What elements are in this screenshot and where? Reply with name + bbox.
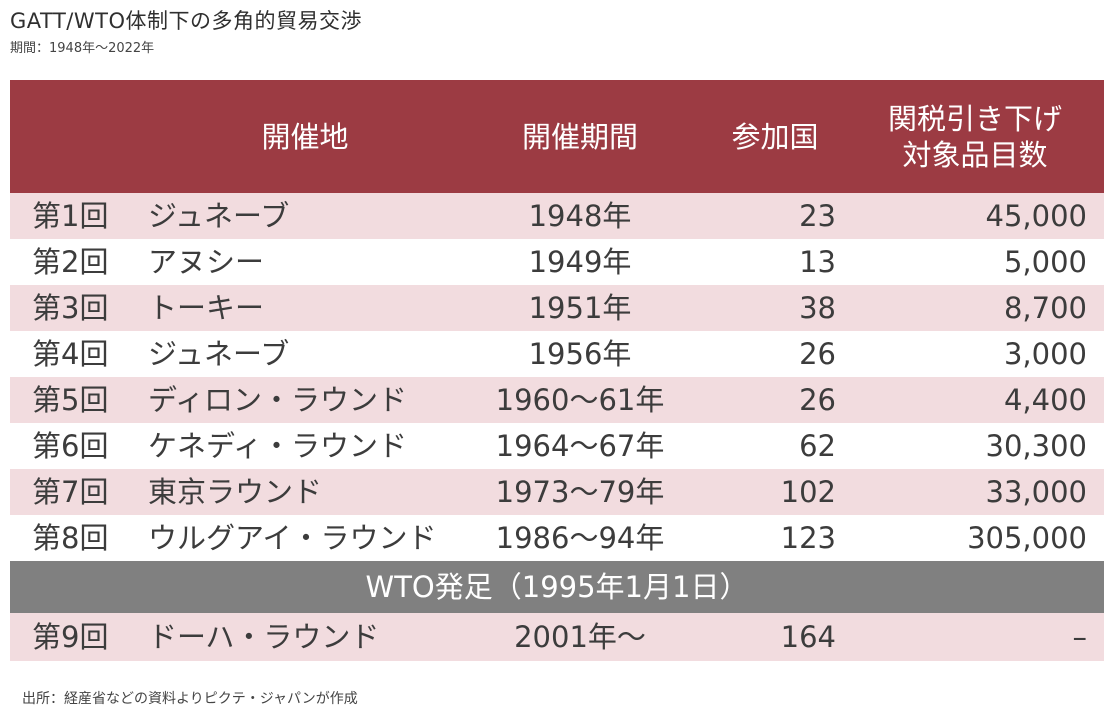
- venue-cell: ケネディ・ラウンド: [148, 429, 407, 463]
- venue-cell: ドーハ・ラウンド: [148, 620, 380, 654]
- table-row: 第1回 ジュネーブ 1948年 23 45,000: [10, 193, 1104, 239]
- table-row: 第4回 ジュネーブ 1956年 26 3,000: [10, 331, 1104, 377]
- round-cell: 第7回: [32, 475, 109, 509]
- period-cell: 1951年: [528, 291, 632, 325]
- wto-rows: 第9回 ドーハ・ラウンド 2001年〜 164 –: [10, 613, 1104, 661]
- header-countries: 参加国: [731, 119, 819, 154]
- chart-title: GATT/WTO体制下の多角的貿易交渉: [10, 9, 362, 33]
- round-cell: 第2回: [32, 245, 109, 279]
- countries-cell: 164: [780, 620, 836, 654]
- round-cell: 第8回: [32, 521, 109, 555]
- items-cell: 4,400: [1003, 383, 1087, 417]
- items-cell: –: [1072, 620, 1088, 654]
- round-cell: 第4回: [32, 337, 109, 371]
- table-row: 第9回 ドーハ・ラウンド 2001年〜 164 –: [10, 613, 1104, 661]
- venue-cell: ウルグアイ・ラウンド: [148, 521, 437, 555]
- table-row: 第5回 ディロン・ラウンド 1960〜61年 26 4,400: [10, 377, 1104, 423]
- gatt-rows: 第1回 ジュネーブ 1948年 23 45,000 第2回 アヌシー 1949年 13 5,000…: [10, 193, 1104, 561]
- table-row: 第6回 ケネディ・ラウンド 1964〜67年 62 30,300: [10, 423, 1104, 469]
- header-items: 関税引き下げ 対象品目数: [855, 80, 1095, 193]
- items-cell: 30,300: [985, 429, 1087, 463]
- items-cell: 305,000: [967, 521, 1087, 555]
- header-items-line1: 関税引き下げ: [887, 101, 1062, 136]
- venue-cell: トーキー: [148, 291, 265, 325]
- round-cell: 第9回: [32, 620, 109, 654]
- table-header: 開催地 開催期間 参加国 関税引き下げ 対象品目数: [10, 80, 1104, 193]
- period-cell: 1986〜94年: [495, 521, 665, 555]
- countries-cell: 123: [780, 521, 836, 555]
- items-cell: 8,700: [1003, 291, 1087, 325]
- round-cell: 第5回: [32, 383, 109, 417]
- countries-cell: 102: [780, 475, 836, 509]
- period-cell: 1948年: [528, 199, 632, 233]
- chart-subtitle: 期間：1948年〜2022年: [10, 41, 155, 56]
- venue-cell: アヌシー: [148, 245, 265, 279]
- round-cell: 第6回: [32, 429, 109, 463]
- venue-cell: ディロン・ラウンド: [148, 383, 407, 417]
- countries-cell: 26: [799, 337, 836, 371]
- venue-cell: ジュネーブ: [148, 199, 290, 233]
- header-items-line2: 対象品目数: [902, 137, 1048, 172]
- period-cell: 1973〜79年: [495, 475, 665, 509]
- period-cell: 1956年: [528, 337, 632, 371]
- period-cell: 1949年: [528, 245, 632, 279]
- items-cell: 3,000: [1003, 337, 1087, 371]
- venue-cell: ジュネーブ: [148, 337, 290, 371]
- source-note: 出所：経産省などの資料よりピクテ・ジャパンが作成: [22, 691, 358, 707]
- countries-cell: 62: [799, 429, 836, 463]
- period-cell: 2001年〜: [514, 620, 646, 654]
- header-period: 開催期間: [521, 119, 638, 154]
- table-row: 第7回 東京ラウンド 1973〜79年 102 33,000: [10, 469, 1104, 515]
- header-venue: 開催地: [261, 119, 349, 154]
- items-cell: 5,000: [1003, 245, 1087, 279]
- round-cell: 第1回: [32, 199, 109, 233]
- countries-cell: 26: [799, 383, 836, 417]
- countries-cell: 13: [799, 245, 836, 279]
- round-cell: 第3回: [32, 291, 109, 325]
- countries-cell: 23: [799, 199, 836, 233]
- items-cell: 45,000: [985, 199, 1087, 233]
- items-cell: 33,000: [985, 475, 1087, 509]
- trade-rounds-table: 開催地 開催期間 参加国 関税引き下げ 対象品目数 第1回 ジュネーブ 1948年 2…: [10, 80, 1104, 661]
- countries-cell: 38: [799, 291, 836, 325]
- table-row: 第8回 ウルグアイ・ラウンド 1986〜94年 123 305,000: [10, 515, 1104, 561]
- period-cell: 1964〜67年: [495, 429, 665, 463]
- table-row: 第3回 トーキー 1951年 38 8,700: [10, 285, 1104, 331]
- table-row: 第2回 アヌシー 1949年 13 5,000: [10, 239, 1104, 285]
- venue-cell: 東京ラウンド: [148, 475, 323, 509]
- wto-founding-band: WTO発足（1995年1月1日）: [10, 561, 1104, 613]
- period-cell: 1960〜61年: [495, 383, 665, 417]
